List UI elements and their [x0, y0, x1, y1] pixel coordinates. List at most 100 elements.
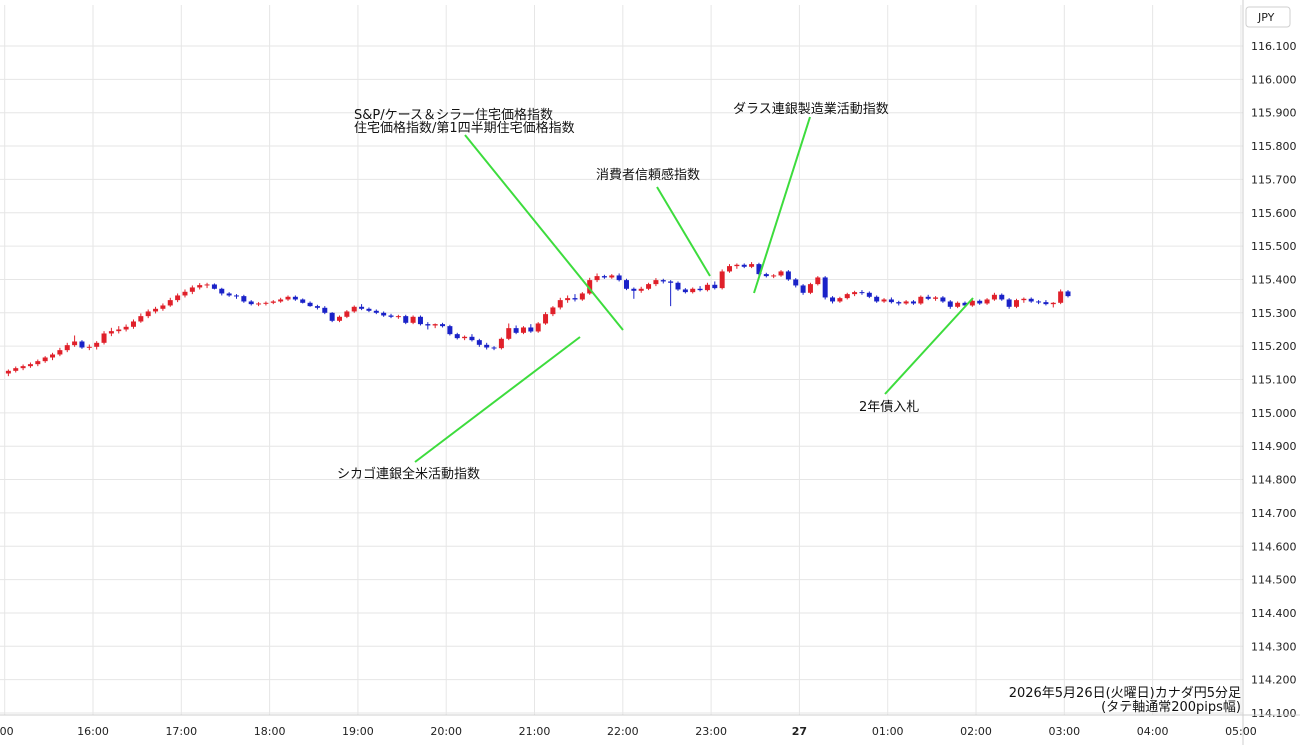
candle-body: [741, 264, 747, 267]
candle-body: [491, 347, 497, 349]
candle: [984, 298, 990, 305]
candle-body: [925, 296, 931, 299]
candle: [756, 262, 762, 277]
candle: [675, 281, 681, 291]
candle: [447, 324, 453, 336]
candle: [20, 364, 26, 371]
candle: [969, 299, 975, 307]
candle-body: [903, 301, 909, 304]
y-tick-label: 114.700: [1251, 507, 1297, 520]
candle: [263, 301, 269, 306]
candle: [417, 315, 423, 326]
candle: [72, 335, 78, 347]
candle-body: [344, 311, 350, 317]
candle-body: [572, 298, 578, 300]
candle: [668, 280, 674, 307]
candle: [292, 295, 298, 301]
candle: [57, 347, 63, 357]
y-tick-label: 116.100: [1251, 40, 1297, 53]
candle-body: [167, 300, 173, 306]
candle-body: [1065, 291, 1071, 297]
candle-body: [211, 284, 217, 289]
candle: [572, 294, 578, 302]
candle-body: [830, 297, 836, 302]
candle: [874, 295, 880, 303]
candle: [278, 297, 284, 303]
candle-body: [587, 280, 593, 294]
candle: [204, 282, 210, 289]
candle: [1065, 290, 1071, 298]
y-tick-label: 116.000: [1251, 73, 1297, 86]
candle-body: [712, 284, 718, 289]
candle-body: [933, 297, 939, 299]
candle-body: [697, 288, 703, 291]
candle: [741, 263, 747, 269]
candle: [491, 346, 497, 351]
annotation-dallas-fed: ダラス連銀製造業活動指数: [733, 101, 889, 117]
y-tick-label: 114.900: [1251, 440, 1297, 453]
candle: [79, 340, 85, 349]
candle-body: [1021, 298, 1027, 301]
x-tick-label: :00: [0, 725, 14, 738]
candle-body: [565, 298, 571, 301]
candle: [1050, 302, 1056, 308]
callout-dallas-fed: [753, 116, 811, 294]
candle-body: [888, 299, 894, 303]
candle-body: [197, 285, 203, 288]
candle: [167, 297, 173, 307]
candle: [130, 319, 136, 329]
candle-body: [771, 275, 777, 277]
candle: [27, 362, 33, 368]
candle-body: [528, 327, 534, 332]
candle-body: [1050, 302, 1056, 305]
candle-body: [1036, 301, 1042, 303]
candle-body: [366, 308, 372, 311]
candle: [101, 331, 107, 345]
candle: [955, 301, 961, 309]
candle: [712, 281, 718, 290]
candle-body: [977, 300, 983, 304]
y-tick-label: 115.900: [1251, 107, 1297, 120]
candle-body: [999, 294, 1005, 300]
candle: [337, 315, 343, 323]
y-tick-label: 114.200: [1251, 674, 1297, 687]
candle-body: [785, 271, 791, 280]
x-tick-label: 03:00: [1048, 725, 1080, 738]
candle-body: [175, 295, 181, 301]
candle: [822, 276, 828, 300]
candle-body: [866, 292, 872, 297]
candle-body: [1013, 300, 1019, 307]
x-tick-label: 16:00: [77, 725, 109, 738]
candle: [557, 297, 563, 310]
candle: [807, 282, 813, 295]
candle-body: [763, 274, 769, 277]
y-tick-label: 114.500: [1251, 574, 1297, 587]
candle-body: [498, 338, 504, 349]
candle-body: [778, 271, 784, 276]
candle-body: [189, 287, 195, 292]
candle: [410, 315, 416, 325]
candle-body: [793, 279, 799, 286]
candle: [778, 270, 784, 277]
candle: [896, 300, 902, 306]
candle: [175, 293, 181, 303]
candle-body: [410, 316, 416, 323]
x-tick-label: 18:00: [254, 725, 286, 738]
x-tick-label: 21:00: [519, 725, 551, 738]
grid: [0, 5, 1243, 715]
y-tick-label: 114.800: [1251, 474, 1297, 487]
x-tick-label: 01:00: [872, 725, 904, 738]
caption-line2: (タテ軸通常200pips幅): [1101, 700, 1241, 715]
candle: [947, 300, 953, 309]
candle-body: [64, 345, 70, 351]
candle-body: [719, 271, 725, 289]
candle: [734, 263, 740, 269]
candle-body: [130, 321, 136, 327]
candle-body: [270, 301, 276, 303]
candle-body: [646, 284, 652, 289]
candle: [256, 302, 262, 307]
candle-body: [79, 341, 85, 348]
candle: [307, 301, 313, 307]
candle-body: [403, 316, 409, 323]
